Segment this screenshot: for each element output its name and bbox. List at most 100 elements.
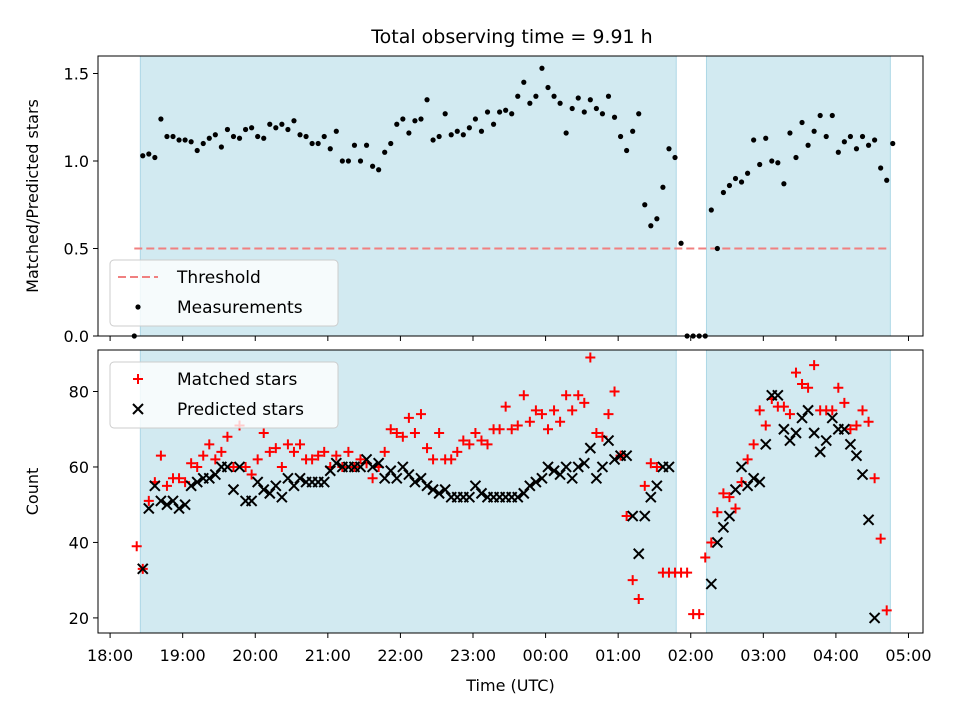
measurement-point: [188, 139, 194, 145]
predicted-star-point: [747, 472, 760, 485]
matched-star-point: [621, 511, 632, 522]
predicted-star-point: [294, 472, 306, 485]
matched-star-point: [367, 473, 378, 484]
matched-star-point: [518, 390, 529, 401]
measurement-point: [406, 130, 412, 136]
measurement-point: [563, 130, 569, 136]
measurement-point: [720, 189, 727, 196]
matched-star-point: [228, 461, 239, 472]
y-tick-label: 40: [69, 533, 89, 552]
matched-star-point: [506, 424, 517, 435]
x-tick-label: 18:00: [87, 646, 133, 665]
predicted-star-point: [596, 461, 609, 473]
matched-star-point: [204, 439, 215, 450]
matched-star-point: [391, 428, 402, 439]
measurement-point: [503, 107, 509, 113]
measurement-point: [781, 181, 787, 187]
matched-star-point: [543, 424, 553, 435]
measurement-point: [261, 135, 267, 141]
matched-star-point: [295, 439, 306, 450]
matched-star-point: [276, 461, 287, 472]
predicted-star-point: [602, 434, 615, 447]
matched-star-point: [240, 461, 251, 472]
predicted-star-point: [711, 536, 724, 549]
matched-star-point: [682, 567, 693, 578]
predicted-star-point: [838, 423, 851, 435]
predicted-star-point: [264, 487, 276, 500]
measurement-point: [581, 109, 587, 115]
measurement-point: [599, 111, 606, 117]
predicted-star-point: [155, 495, 167, 507]
matched-star-point: [712, 507, 723, 518]
measurement-point: [744, 170, 751, 176]
y-tick-label: 80: [69, 383, 89, 402]
matched-star-point: [264, 446, 275, 457]
measurement-point: [497, 109, 503, 115]
matched-star-point: [561, 390, 572, 401]
predicted-star-point: [282, 472, 294, 485]
predicted-star-point: [717, 521, 730, 534]
matched-star-point: [706, 537, 717, 548]
measurement-point: [575, 95, 581, 101]
predicted-star-point: [149, 480, 161, 492]
predicted-star-point: [548, 465, 560, 477]
predicted-star-point: [772, 389, 784, 401]
matched-star-point: [470, 428, 481, 439]
predicted-star-point: [844, 438, 857, 451]
x-tick-label: 19:00: [160, 646, 206, 665]
measurement-point: [454, 128, 460, 134]
measurement-point: [249, 125, 255, 131]
predicted-star-point: [814, 446, 826, 458]
predicted-star-point: [620, 449, 633, 462]
measurement-point: [817, 112, 823, 119]
predicted-star-point: [856, 468, 869, 481]
measurement-point: [158, 116, 164, 122]
predicted-star-point: [221, 461, 234, 473]
predicted-star-point: [633, 548, 645, 560]
predicted-star-point: [639, 510, 651, 522]
measurement-point: [878, 165, 884, 171]
measurement-point: [200, 140, 206, 147]
measurement-point: [617, 133, 624, 140]
measurement-point: [587, 97, 593, 103]
predicted-star-point: [808, 427, 820, 439]
measurement-point: [376, 167, 382, 173]
x-axis-label: Time (UTC): [465, 676, 554, 695]
matched-star-point: [609, 386, 620, 397]
predicted-star-point: [626, 510, 639, 522]
measurement-point: [146, 151, 152, 157]
measurement-point: [339, 158, 345, 164]
matched-star-point: [549, 405, 560, 416]
legend: Matched stars Predicted stars: [109, 361, 339, 429]
matched-star-point: [803, 382, 814, 393]
predicted-star-point: [705, 578, 718, 590]
matched-star-point: [797, 378, 808, 389]
matched-star-point: [452, 446, 463, 457]
measurement-point: [152, 154, 158, 161]
measurement-point: [436, 133, 442, 140]
legend-measurement-label: Measurements: [177, 298, 303, 318]
predicted-star-point: [518, 487, 530, 500]
measurement-point: [793, 154, 799, 161]
observing-window: [705, 55, 891, 337]
top-panel: 0.0 0.5 1.0 1.5 Matched/Predicted stars Thres…: [23, 55, 924, 346]
matched-star-point: [585, 352, 596, 363]
predicted-star-point: [590, 472, 603, 485]
predicted-star-point: [227, 483, 240, 496]
measurement-point: [140, 153, 146, 159]
matched-star-point: [319, 446, 330, 457]
matched-star-point: [198, 450, 209, 461]
measurement-point: [823, 133, 829, 140]
matched-star-point: [222, 431, 233, 442]
predicted-star-point: [463, 491, 476, 503]
measurement-point: [829, 112, 835, 119]
measurement-point: [751, 137, 757, 143]
matched-star-point: [748, 439, 759, 450]
matched-star-point: [464, 439, 475, 450]
matched-star-point: [210, 454, 221, 465]
measurement-point: [847, 133, 854, 140]
predicted-star-point: [439, 483, 451, 496]
predicted-star-point: [475, 487, 488, 500]
measurement-point: [624, 147, 630, 154]
predicted-star-point: [318, 476, 330, 488]
